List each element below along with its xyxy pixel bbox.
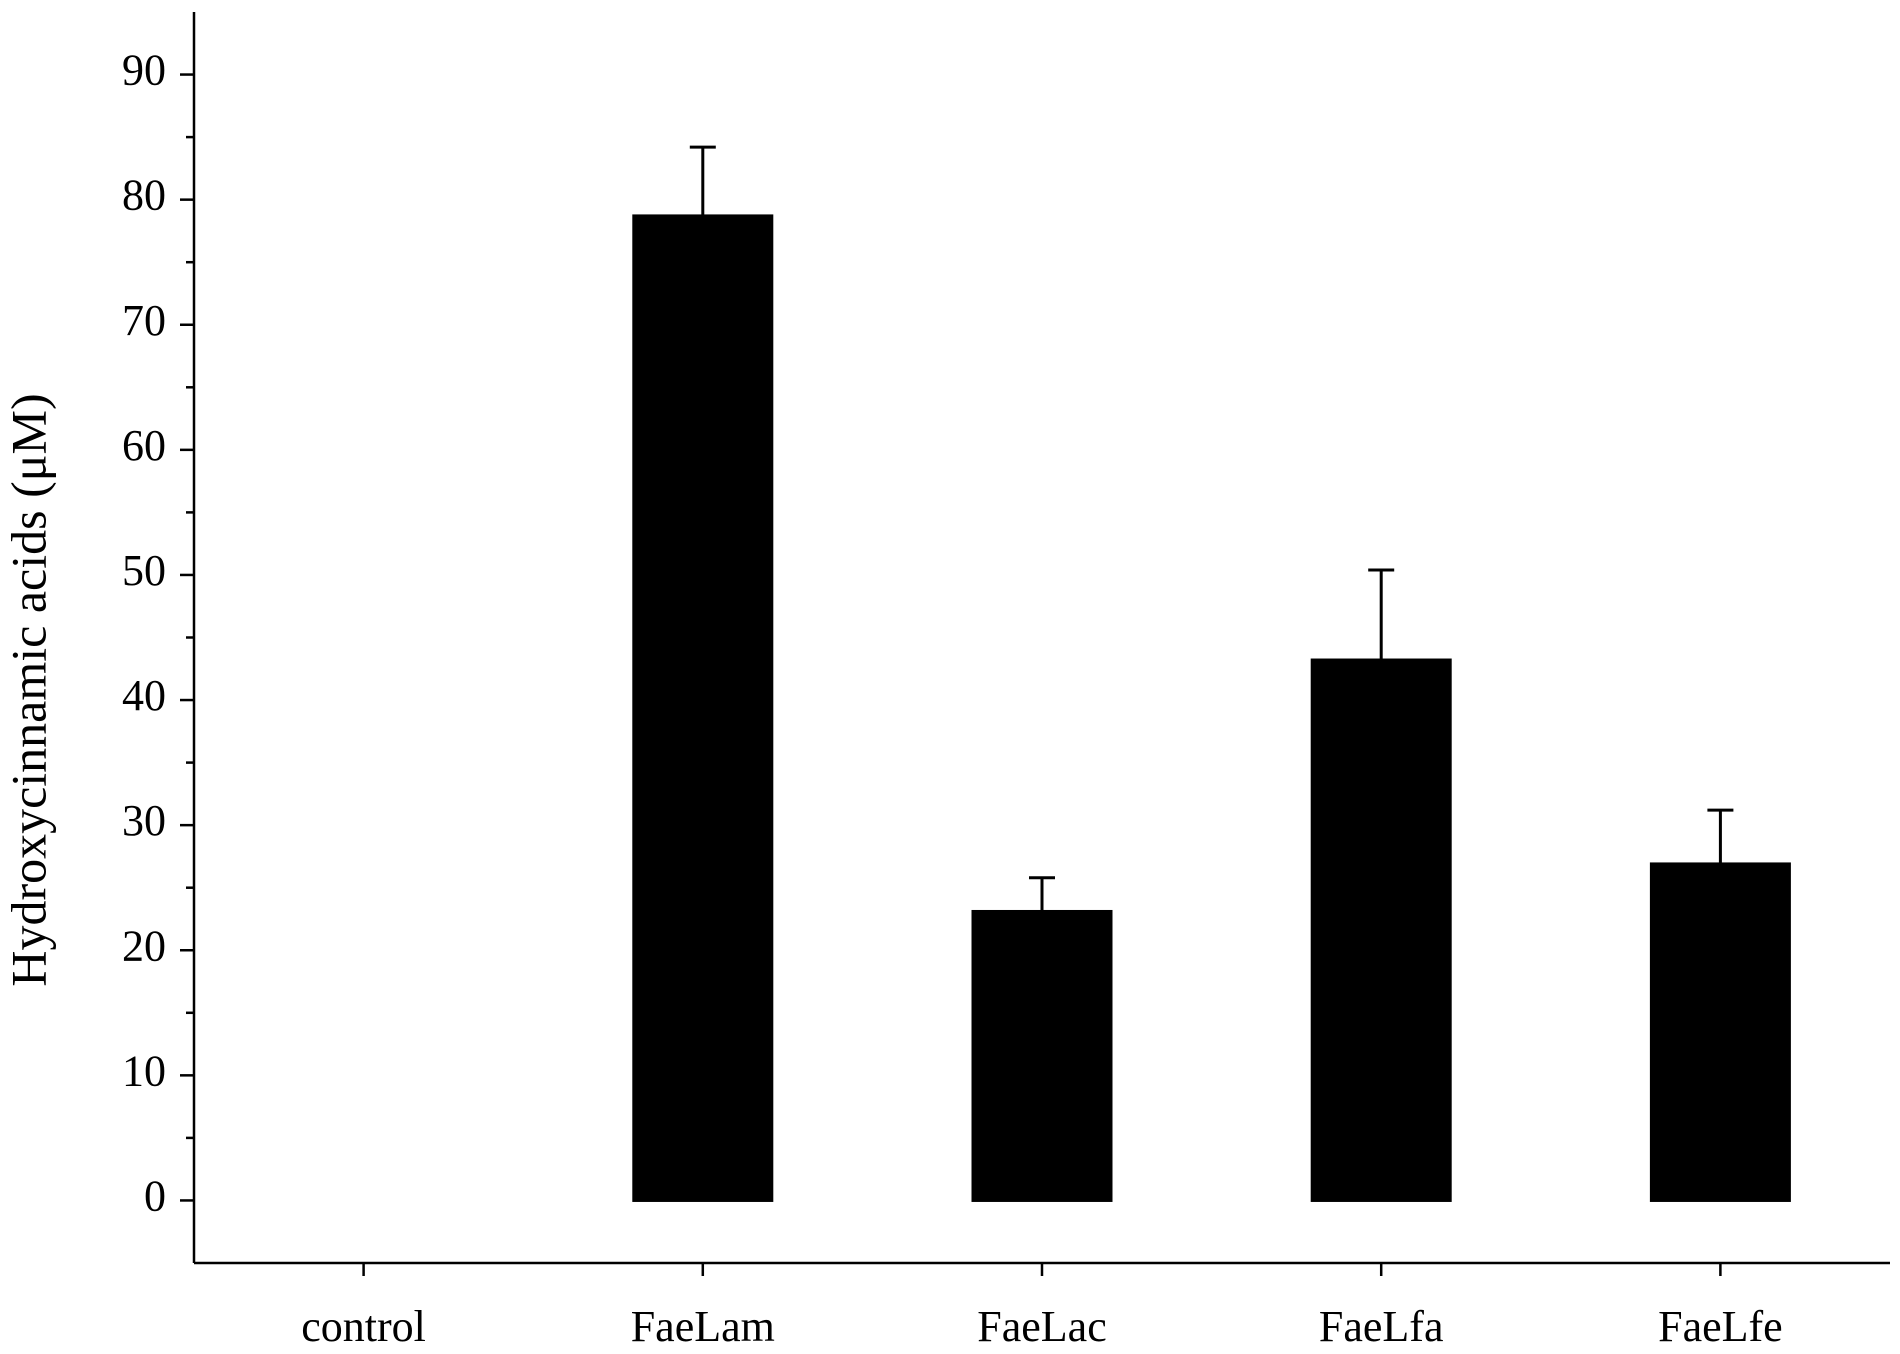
y-tick-label: 40 <box>122 671 166 720</box>
bar <box>632 214 774 1202</box>
x-tick-label: FaeLam <box>631 1302 775 1351</box>
y-tick-label: 0 <box>144 1172 166 1221</box>
y-tick-label: 10 <box>122 1046 166 1095</box>
bar <box>1649 862 1791 1202</box>
y-tick-label: 20 <box>122 921 166 970</box>
y-tick-label: 60 <box>122 421 166 470</box>
y-tick-label: 70 <box>122 296 166 345</box>
bar <box>971 909 1113 1202</box>
y-axis-title: Hydroxycinnamic acids (μM) <box>0 393 56 986</box>
x-tick-label: control <box>301 1302 426 1351</box>
y-tick-label: 80 <box>122 171 166 220</box>
y-tick-label: 30 <box>122 796 166 845</box>
bar <box>1310 658 1452 1202</box>
x-tick-label: FaeLac <box>977 1302 1106 1351</box>
x-tick-label: FaeLfa <box>1319 1302 1444 1351</box>
x-tick-label: FaeLfe <box>1658 1302 1783 1351</box>
y-tick-label: 90 <box>122 46 166 95</box>
y-tick-label: 50 <box>122 546 166 595</box>
